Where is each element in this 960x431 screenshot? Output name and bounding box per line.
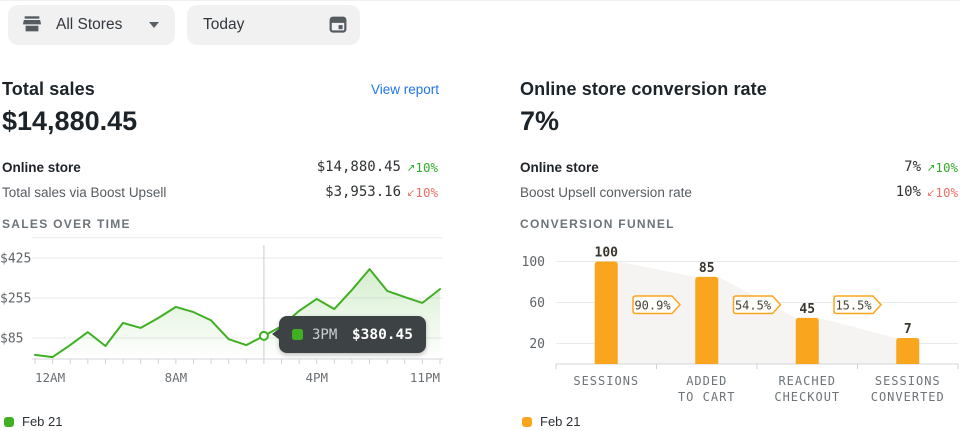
metric-row-online-store-rate: Online store 7% ↗10% [520, 156, 958, 178]
svg-text:45: 45 [799, 302, 815, 317]
svg-text:$85: $85 [0, 332, 23, 347]
metric-value: $14,880.45 [316, 159, 401, 175]
svg-text:TO CART: TO CART [678, 390, 736, 404]
conversion-rate-title: Online store conversion rate [520, 79, 767, 99]
metric-label: Online store [2, 159, 81, 175]
metric-row-online-store-sales: Online store $14,880.45 ↗10% [2, 156, 438, 178]
svg-text:100: 100 [522, 255, 545, 270]
svg-text:54.5%: 54.5% [735, 298, 772, 312]
total-sales-title: Total sales [2, 79, 95, 99]
tooltip-value: $380.45 [351, 326, 413, 343]
trend-arrow-icon: ↙ [406, 186, 416, 199]
sales-legend: Feb 21 [4, 414, 62, 429]
view-report-link[interactable]: View report [370, 82, 439, 97]
sales-over-time-header: SALES OVER TIME [2, 217, 131, 231]
svg-text:REACHED: REACHED [778, 374, 836, 388]
svg-text:SESSIONS: SESSIONS [875, 374, 941, 388]
svg-text:12AM: 12AM [35, 370, 65, 385]
trend-arrow-icon: ↗ [406, 161, 416, 174]
funnel-legend: Feb 21 [522, 414, 580, 429]
svg-text:$255: $255 [0, 292, 31, 307]
svg-text:85: 85 [699, 261, 715, 276]
chevron-down-icon [149, 22, 159, 28]
svg-text:8AM: 8AM [165, 370, 188, 385]
metric-value: $3,953.16 [325, 184, 401, 200]
metric-row-boost-upsell-rate: Boost Upsell conversion rate 10% ↙10% [520, 181, 958, 203]
store-selector-label: All Stores [56, 16, 123, 33]
svg-text:SESSIONS: SESSIONS [573, 374, 639, 388]
metric-delta: ↗10% [926, 159, 958, 175]
sales-over-time-chart[interactable]: $425 $255 $85 12AM 8AM 4PM 11PM [0, 237, 445, 387]
metric-value: 7% [904, 159, 921, 175]
trend-arrow-icon: ↙ [926, 186, 936, 199]
legend-swatch [522, 416, 532, 427]
store-selector-button[interactable]: All Stores [8, 5, 175, 45]
conversion-funnel-chart[interactable]: 100 60 20 100 85 45 7 90.9% 54.5% 15.5% SESSIONS AD… [480, 237, 960, 409]
metric-delta: ↙10% [406, 184, 438, 200]
legend-swatch [4, 416, 14, 427]
store-icon [21, 13, 43, 38]
date-selector-button[interactable]: Today [187, 5, 360, 45]
chart-tooltip: 3PM $380.45 [272, 316, 426, 353]
svg-text:4PM: 4PM [305, 370, 328, 385]
svg-text:CONVERTED: CONVERTED [871, 390, 945, 404]
tooltip-label: 3PM [312, 326, 338, 343]
trend-arrow-icon: ↗ [926, 161, 936, 174]
svg-text:90.9%: 90.9% [634, 298, 671, 312]
svg-text:$425: $425 [0, 252, 31, 267]
svg-text:15.5%: 15.5% [835, 298, 872, 312]
svg-text:7: 7 [904, 322, 912, 337]
metric-delta: ↗10% [406, 159, 438, 175]
svg-text:100: 100 [595, 246, 619, 261]
legend-label: Feb 21 [22, 414, 63, 429]
tooltip-series-swatch [292, 329, 303, 340]
legend-label: Feb 21 [540, 414, 581, 429]
conversion-rate-value: 7% [520, 106, 560, 136]
total-sales-value: $14,880.45 [2, 106, 138, 136]
svg-text:11PM: 11PM [410, 370, 440, 385]
date-selector-label: Today [203, 16, 245, 33]
metric-label: Online store [520, 159, 599, 175]
metric-row-boost-upsell-sales: Total sales via Boost Upsell $3,953.16 ↙… [2, 181, 438, 203]
svg-text:ADDED: ADDED [686, 374, 727, 388]
svg-text:60: 60 [529, 296, 545, 311]
svg-text:CHECKOUT: CHECKOUT [774, 390, 840, 404]
svg-text:20: 20 [529, 337, 545, 352]
calendar-icon [327, 13, 349, 38]
metric-value: 10% [895, 184, 921, 200]
metric-label: Total sales via Boost Upsell [2, 184, 167, 200]
metric-label: Boost Upsell conversion rate [520, 184, 692, 200]
metric-delta: ↙10% [926, 184, 958, 200]
conversion-funnel-header: CONVERSION FUNNEL [520, 217, 675, 231]
